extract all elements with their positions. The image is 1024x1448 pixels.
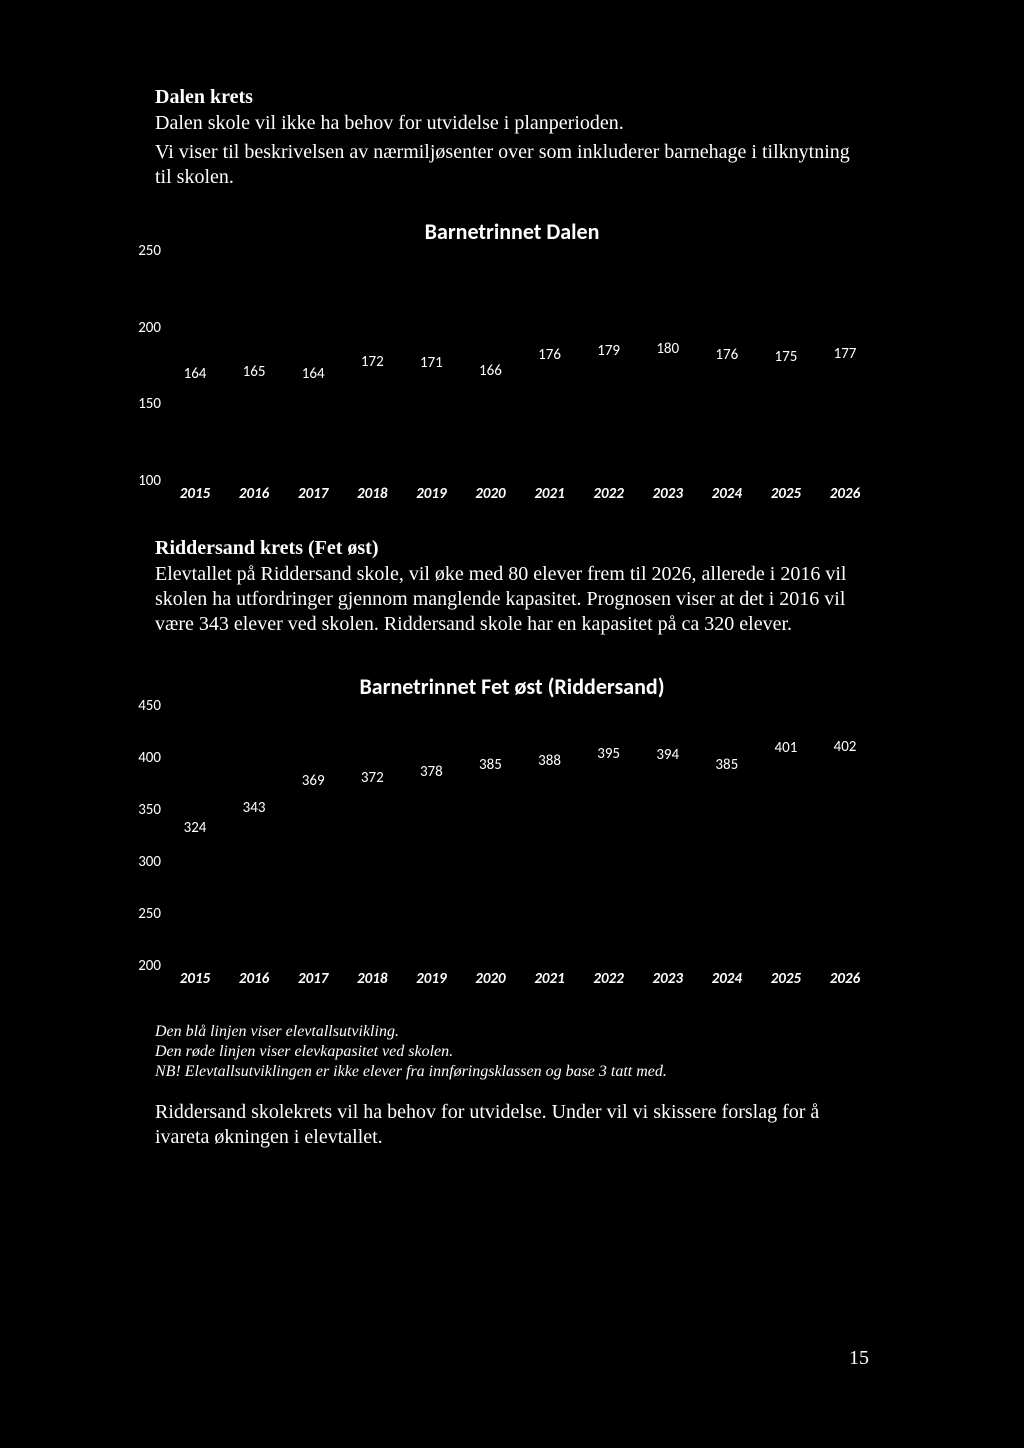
data-value-label: 177 [834,345,857,363]
data-value-label: 372 [361,769,384,787]
x-tick-label: 2018 [357,970,387,988]
data-value-label: 165 [243,363,266,381]
y-tick-label: 300 [117,853,161,871]
x-tick-label: 2017 [298,970,328,988]
x-tick-label: 2018 [357,485,387,503]
data-value-label: 164 [184,365,207,383]
x-tick-label: 2016 [239,485,269,503]
data-value-label: 402 [834,738,857,756]
chart-riddersand: Barnetrinnet Fet øst (Riddersand) 200250… [155,673,869,994]
page-number: 15 [849,1347,869,1370]
data-value-label: 385 [715,756,738,774]
data-value-label: 176 [715,346,738,364]
paragraph: Riddersand skolekrets vil ha behov for u… [155,1100,869,1150]
data-value-label: 166 [479,362,502,380]
x-tick-label: 2023 [653,970,683,988]
y-tick-label: 150 [117,395,161,413]
x-tick-label: 2024 [712,970,742,988]
paragraph: Dalen skole vil ikke ha behov for utvide… [155,111,869,136]
data-value-label: 388 [538,752,561,770]
y-tick-label: 250 [117,242,161,260]
y-tick-label: 100 [117,472,161,490]
data-value-label: 164 [302,365,325,383]
data-value-label: 179 [597,342,620,360]
x-tick-label: 2024 [712,485,742,503]
y-tick-label: 400 [117,749,161,767]
data-value-label: 369 [302,772,325,790]
chart-title: Barnetrinnet Fet øst (Riddersand) [155,673,869,700]
x-axis: 2015 2016 2017 2018 2019 2020 2021 2022 2023 2024… [165,970,875,994]
x-tick-label: 2016 [239,970,269,988]
data-value-label: 176 [538,346,561,364]
x-tick-label: 2019 [416,970,446,988]
legend-line: NB! Elevtallsutviklingen er ikke elever … [155,1062,869,1082]
legend-line: Den røde linjen viser elevkapasitet ved … [155,1042,869,1062]
section-title: Dalen krets [155,86,869,109]
y-tick-label: 250 [117,905,161,923]
data-value-label: 171 [420,354,443,372]
legend-line: Den blå linjen viser elevtallsutvikling. [155,1022,869,1042]
data-value-label: 401 [775,739,798,757]
x-tick-label: 2019 [416,485,446,503]
paragraph: Elevtallet på Riddersand skole, vil øke … [155,562,869,637]
x-tick-label: 2015 [180,970,210,988]
x-tick-label: 2020 [475,970,505,988]
plot-area: 2002503003504004503243433693723783853883… [165,706,875,966]
x-tick-label: 2025 [771,970,801,988]
data-value-label: 175 [775,348,798,366]
section-dalen: Dalen krets Dalen skole vil ikke ha beho… [155,86,869,190]
data-value-label: 324 [184,819,207,837]
data-value-label: 378 [420,763,443,781]
x-axis: 2015 2016 2017 2018 2019 2020 2021 2022 2023 2024… [165,485,875,509]
data-value-label: 385 [479,756,502,774]
x-tick-label: 2023 [653,485,683,503]
data-value-label: 172 [361,353,384,371]
chart-area: 1001502002501641651641721711661761791801… [165,251,875,509]
data-value-label: 180 [656,340,679,358]
y-tick-label: 450 [117,697,161,715]
document-page: Dalen krets Dalen skole vil ikke ha beho… [0,0,1024,1210]
x-tick-label: 2022 [593,485,623,503]
x-tick-label: 2026 [830,485,860,503]
section-title: Riddersand krets (Fet øst) [155,537,869,560]
x-tick-label: 2017 [298,485,328,503]
y-tick-label: 200 [117,319,161,337]
chart-area: 2002503003504004503243433693723783853883… [165,706,875,994]
plot-area: 1001502002501641651641721711661761791801… [165,251,875,481]
data-value-label: 343 [243,799,266,817]
section-riddersand: Riddersand krets (Fet øst) Elevtallet på… [155,537,869,637]
legend: Den blå linjen viser elevtallsutvikling.… [155,1022,869,1082]
x-tick-label: 2021 [534,970,564,988]
y-tick-label: 200 [117,957,161,975]
chart-title: Barnetrinnet Dalen [155,218,869,245]
x-tick-label: 2025 [771,485,801,503]
x-tick-label: 2021 [534,485,564,503]
paragraph: Vi viser til beskrivelsen av nærmiljøsen… [155,140,869,190]
data-value-label: 395 [597,745,620,763]
data-value-label: 394 [656,746,679,764]
x-tick-label: 2015 [180,485,210,503]
x-tick-label: 2026 [830,970,860,988]
y-tick-label: 350 [117,801,161,819]
chart-dalen: Barnetrinnet Dalen 100150200250164165164… [155,218,869,509]
x-tick-label: 2020 [475,485,505,503]
x-tick-label: 2022 [593,970,623,988]
